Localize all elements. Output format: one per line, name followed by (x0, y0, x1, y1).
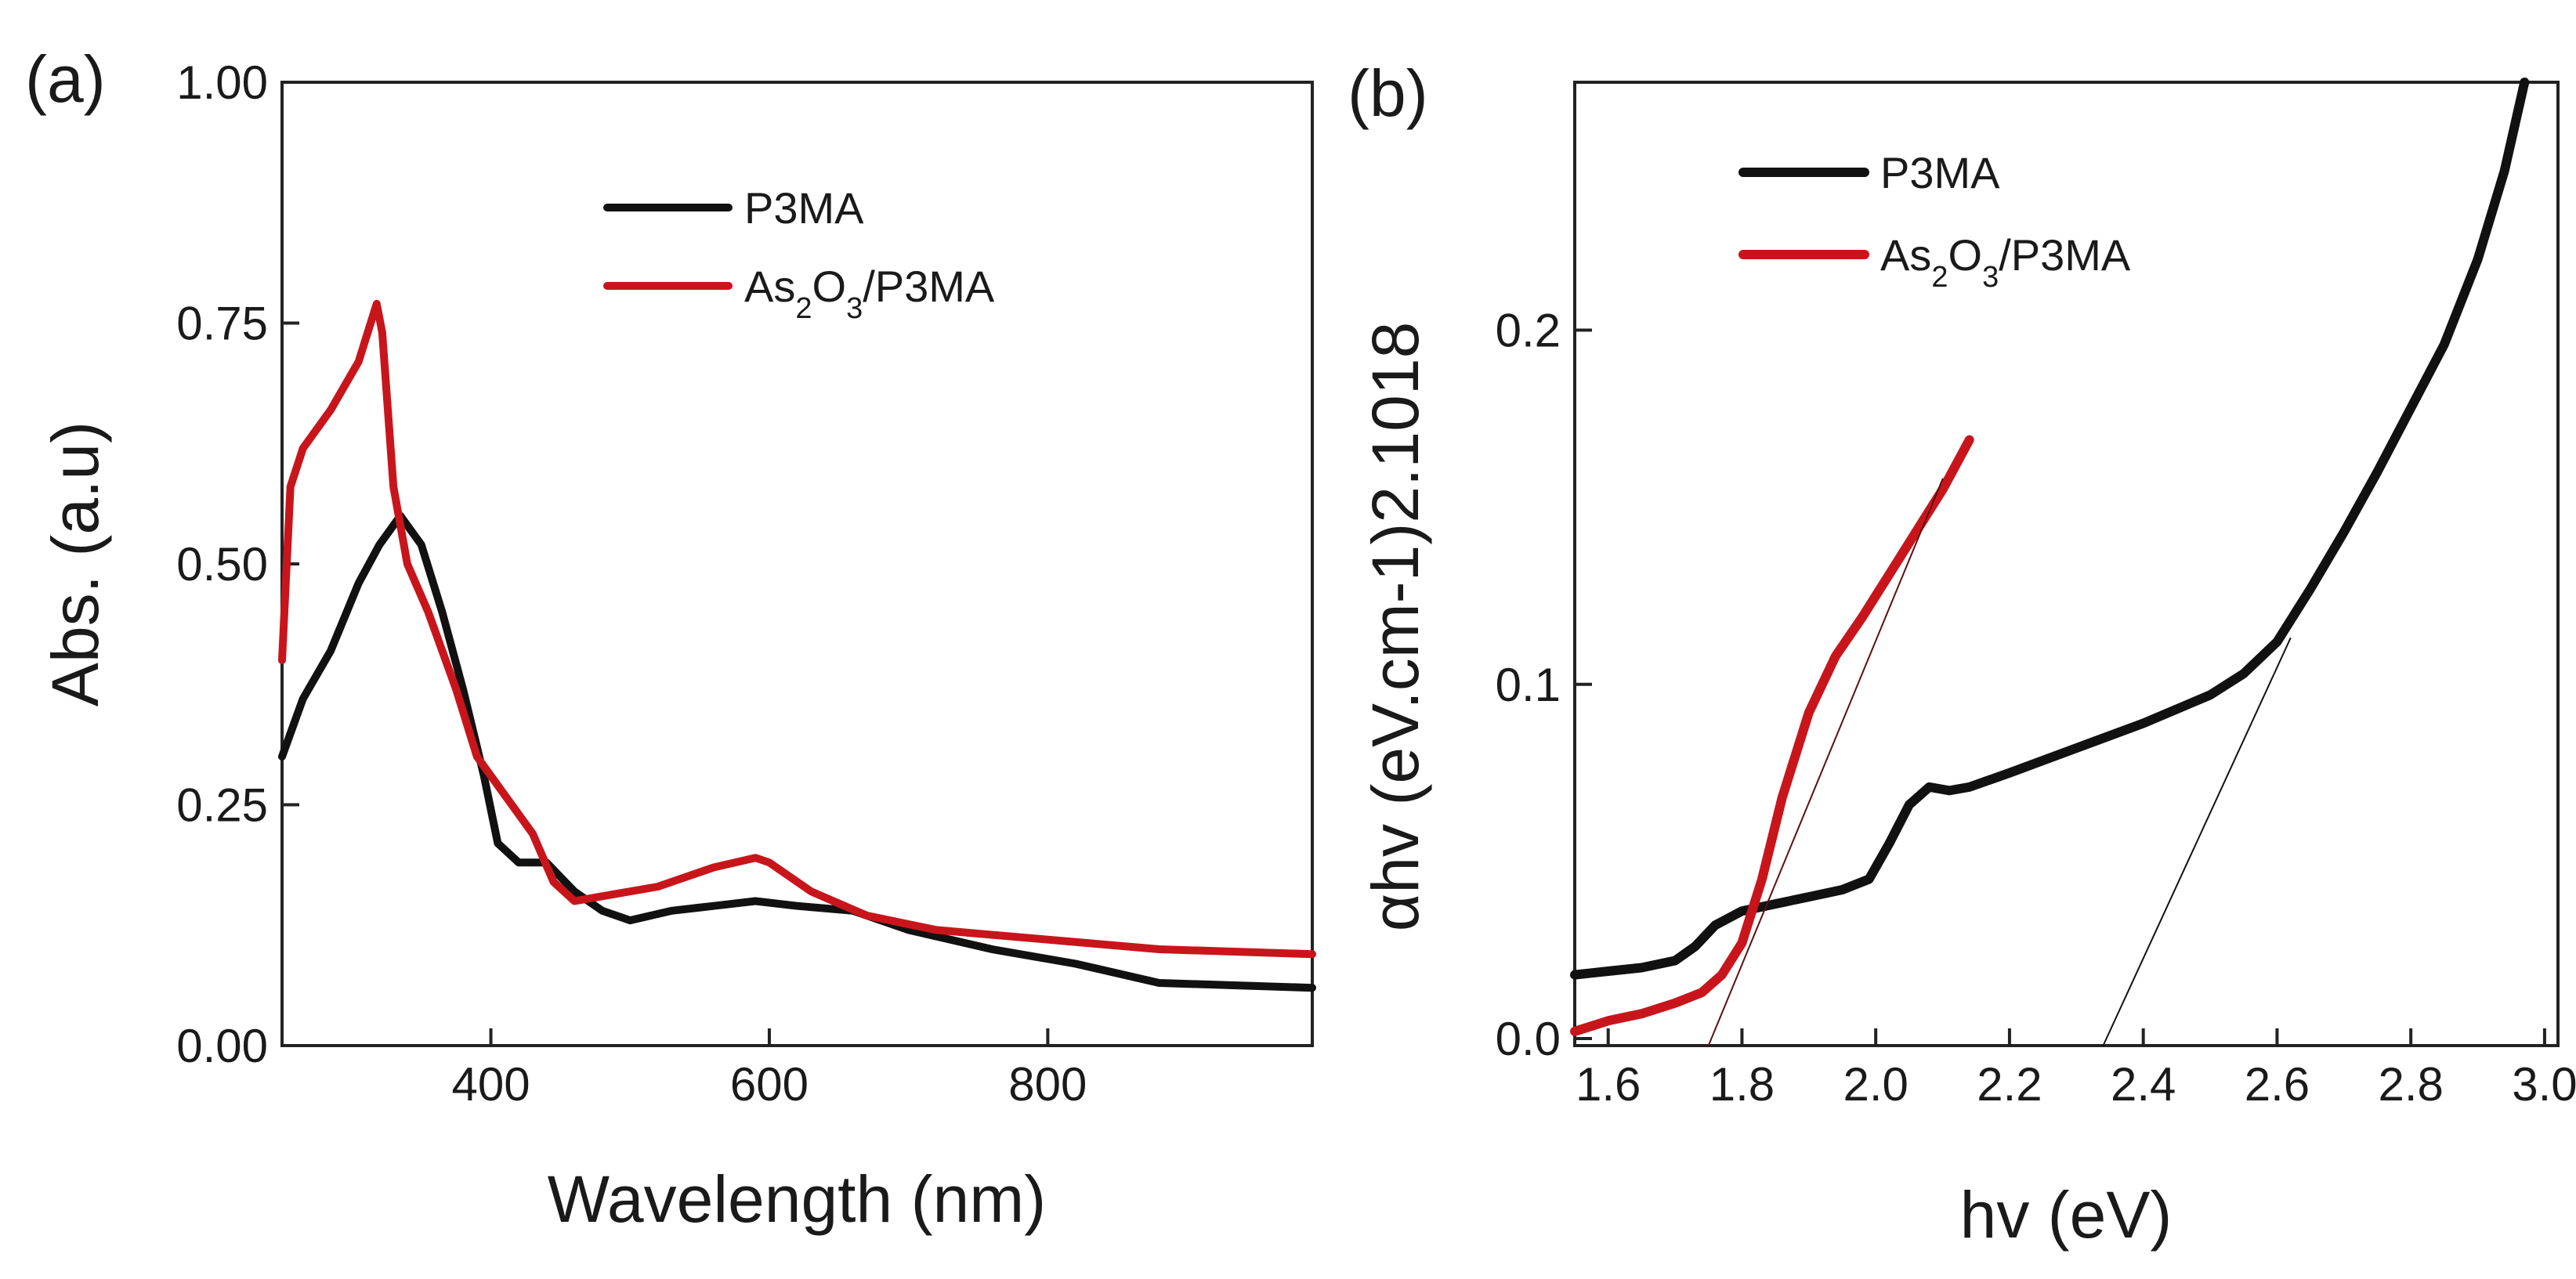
panel-b-y-tick-label: 0.1 (1496, 659, 1561, 711)
panel-a-y-tick-label: 0.75 (176, 298, 268, 350)
panel-a-series-p3ma (278, 511, 1316, 992)
panel-b-series-as2o3-p3ma (1570, 435, 1974, 1036)
panel-b-x-axis-title: hv (eV) (1960, 1178, 2173, 1252)
panel-b-series-fit-line-1 (1707, 478, 1944, 1046)
panel-b-x-tick-label: 3.0 (2512, 1058, 2576, 1111)
panel-b-x-tick-label: 1.8 (1709, 1058, 1775, 1111)
panel-b-x-tick-label: 2.8 (2378, 1058, 2443, 1111)
panel-a-y-tick-label: 0.25 (176, 779, 268, 832)
panel-a-x-tick-label: 400 (451, 1058, 530, 1111)
panel-a-ticks: 400 600 800 0.00 0.25 0.50 0.75 1.00 (176, 56, 1087, 1111)
panel-a-label: (a) (25, 42, 106, 116)
panel-b-x-tick-label: 2.4 (2111, 1058, 2176, 1111)
panel-b-plot-frame (1573, 81, 2560, 1047)
panel-b-series-p3ma (1570, 78, 2530, 980)
panel-b-series-fit-line-2 (2102, 638, 2292, 1046)
panel-b-label: (b) (1348, 56, 1428, 130)
panel-a-legend-label: P3MA (744, 183, 864, 233)
panel-a-series (278, 299, 1316, 992)
panel-b-x-tick-label: 2.0 (1843, 1058, 1908, 1111)
panel-a-y-tick-label: 0.00 (176, 1020, 268, 1072)
panel-a-x-axis-title: Wavelength (nm) (548, 1162, 1046, 1236)
panel-b-series (1570, 78, 2530, 1046)
panel-b-x-tick-label: 2.6 (2245, 1058, 2310, 1111)
panel-b-y-tick-label: 0.0 (1496, 1013, 1561, 1065)
panel-a-x-tick-label: 600 (730, 1058, 809, 1111)
panel-a-series-as2o3-p3ma (278, 299, 1316, 959)
panel-a-y-axis-title: Abs. (a.u) (38, 421, 112, 706)
panel-b-y-axis-title: αhv (eV.cm-1)2.1018 (1359, 322, 1432, 932)
panel-a-y-tick-label: 0.50 (176, 538, 268, 591)
panel-b-x-tick-label: 1.6 (1576, 1058, 1641, 1111)
panel-a-chart: (a) Wavelength (nm) Abs. (a.u) 400 600 800… (25, 42, 1316, 1236)
panel-b-x-tick-label: 2.2 (1977, 1058, 2042, 1111)
panel-b-chart: (b) hv (eV) αhv (eV.cm-1)2.1018 1.6 1.8 2.… (1348, 56, 2576, 1252)
panel-b-ticks: 1.6 1.8 2.0 2.2 2.4 2.6 2.8 3.0 0.0 0.1 0.2 (1496, 305, 2576, 1111)
panel-a-x-tick-label: 800 (1008, 1058, 1087, 1111)
panel-b-legend-label: P3MA (1880, 148, 2000, 197)
panel-b-y-tick-label: 0.2 (1496, 305, 1561, 357)
panel-a-y-tick-label: 1.00 (176, 56, 268, 109)
